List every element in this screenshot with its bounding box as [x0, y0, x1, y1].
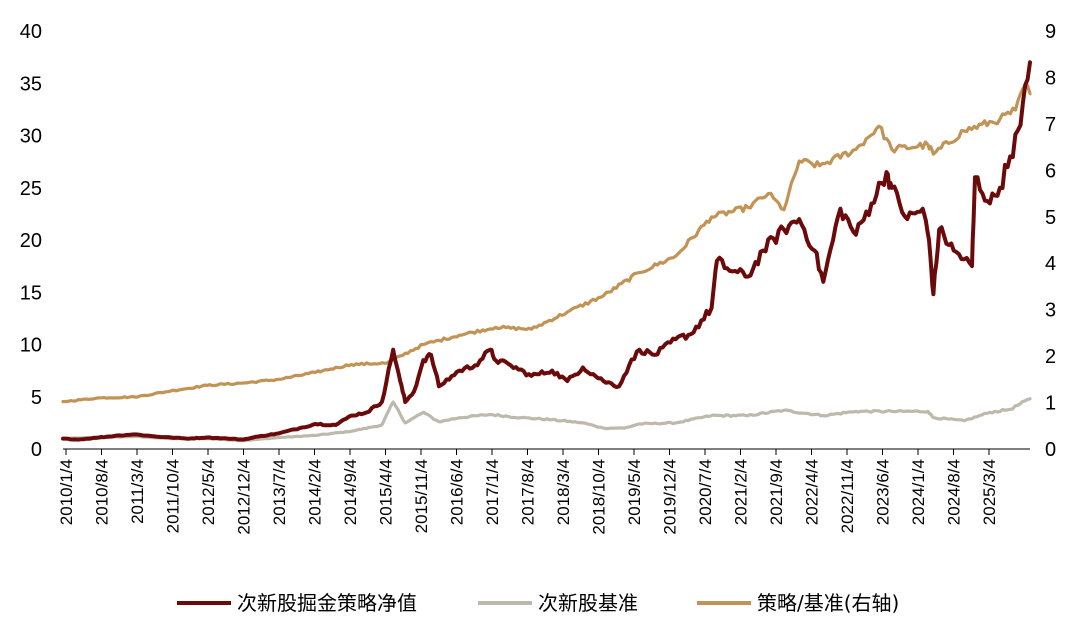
- y-right-tick-label: 7: [1045, 114, 1056, 136]
- y-right-tick-label: 4: [1045, 253, 1056, 275]
- legend: 次新股掘金策略净值 次新股基准 策略/基准(右轴): [177, 591, 899, 615]
- x-tick-label: 2022/11/4: [838, 459, 857, 533]
- y-right-tick-label: 6: [1045, 160, 1056, 182]
- x-tick-label: 2019/12/4: [661, 459, 680, 535]
- x-tick-label: 2024/1/4: [909, 459, 928, 525]
- x-tick-label: 2021/2/4: [732, 459, 751, 525]
- x-tick-label: 2013/7/4: [270, 459, 289, 525]
- x-tick-label: 2011/10/4: [164, 459, 183, 533]
- x-tick-label: 2018/10/4: [590, 459, 609, 535]
- x-tick-label: 2019/5/4: [625, 459, 644, 525]
- y-left-tick-label: 30: [20, 126, 42, 148]
- y-right-tick-label: 5: [1045, 207, 1056, 229]
- y-left-axis: 0 5 10 15 20 25 30 35 40: [20, 21, 42, 461]
- y-right-axis: 0 1 2 3 4 5 6 7 8 9: [1045, 21, 1056, 461]
- x-axis: 2010/1/4 2010/8/4 2011/3/4 2011/10/4 2012/5/…: [57, 448, 1030, 535]
- x-tick-label: 2020/7/4: [696, 459, 715, 525]
- y-left-tick-label: 5: [31, 387, 42, 409]
- legend-label-0: 次新股掘金策略净值: [237, 591, 417, 615]
- x-tick-label: 2017/8/4: [519, 459, 538, 525]
- y-right-tick-label: 2: [1045, 346, 1056, 368]
- y-left-tick-label: 35: [20, 73, 42, 95]
- y-left-tick-label: 40: [20, 21, 42, 43]
- legend-label-1: 次新股基准: [538, 591, 638, 615]
- y-left-tick-label: 10: [20, 335, 42, 357]
- x-tick-label: 2021/9/4: [767, 459, 786, 525]
- y-right-tick-label: 1: [1045, 393, 1056, 415]
- x-tick-label: 2024/8/4: [945, 459, 964, 525]
- x-tick-label: 2015/11/4: [412, 459, 431, 533]
- x-tick-label: 2011/3/4: [128, 459, 147, 524]
- series-line-1: [61, 397, 1032, 443]
- x-tick-label: 2015/4/4: [377, 459, 396, 525]
- legend-label-2: 策略/基准(右轴): [757, 591, 899, 615]
- x-tick-label: 2017/1/4: [483, 459, 502, 525]
- y-left-tick-label: 20: [20, 230, 42, 252]
- x-tick-label: 2010/1/4: [57, 459, 76, 525]
- x-tick-label: 2018/3/4: [554, 459, 573, 525]
- y-right-tick-label: 8: [1045, 67, 1056, 89]
- x-tick-label: 2012/12/4: [235, 459, 254, 535]
- x-tick-label: 2010/8/4: [93, 459, 112, 525]
- x-tick-label: 2025/3/4: [980, 459, 999, 525]
- x-tick-label: 2012/5/4: [199, 459, 218, 525]
- series-line-0: [61, 60, 1032, 442]
- x-tick-label: 2022/4/4: [803, 459, 822, 525]
- y-left-tick-label: 15: [20, 282, 42, 304]
- y-right-tick-label: 9: [1045, 21, 1056, 43]
- series-lines: [61, 60, 1032, 443]
- y-left-tick-label: 25: [20, 178, 42, 200]
- y-right-tick-label: 3: [1045, 300, 1056, 322]
- y-right-tick-label: 0: [1045, 439, 1056, 461]
- x-tick-label: 2023/6/4: [874, 459, 893, 525]
- y-left-tick-label: 0: [31, 439, 42, 461]
- x-tick-label: 2014/2/4: [306, 459, 325, 525]
- series-line-2: [61, 82, 1032, 404]
- x-tick-label: 2014/9/4: [341, 459, 360, 525]
- x-tick-label: 2016/6/4: [448, 459, 467, 525]
